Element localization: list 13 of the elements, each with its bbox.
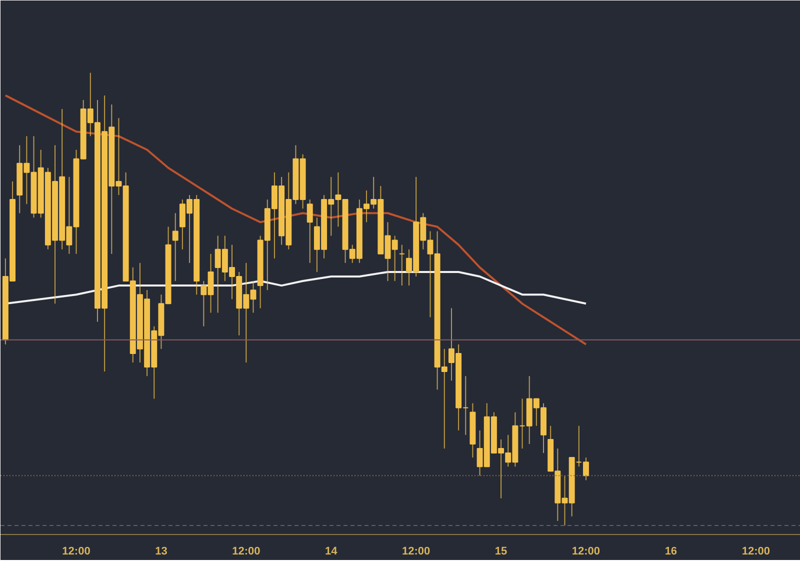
- x-tick-label: 14: [325, 546, 338, 558]
- candlestick: [398, 244, 405, 286]
- x-tick-label: 12:00: [402, 546, 430, 558]
- candlestick: [172, 212, 178, 282]
- x-tick-label: 12:00: [572, 546, 600, 558]
- x-tick-label: 12:00: [232, 546, 260, 558]
- x-tick-label: 12:00: [62, 546, 90, 558]
- x-tick-label: 13: [155, 546, 168, 558]
- x-tick-label: 15: [494, 546, 508, 558]
- x-tick-label: 16: [664, 546, 678, 558]
- candlestick: [519, 398, 526, 449]
- x-tick-label: 12:00: [742, 546, 770, 558]
- candlestick: [306, 199, 313, 264]
